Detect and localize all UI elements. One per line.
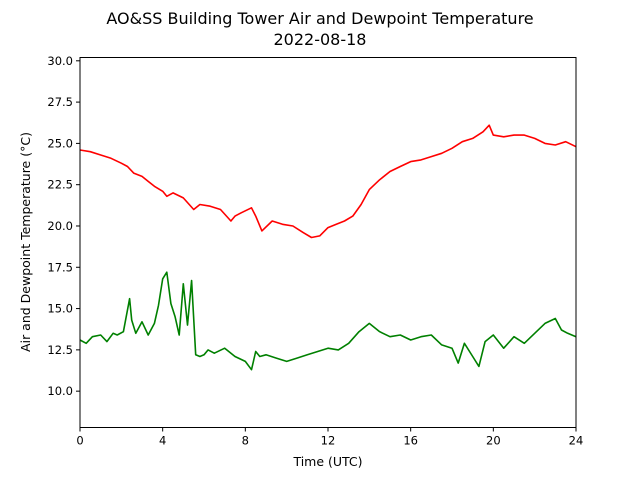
x-tick-label: 24 [569, 434, 584, 448]
y-tick-label: 27.5 [47, 95, 73, 109]
x-tick-label: 4 [159, 434, 166, 448]
chart-title: AO&SS Building Tower Air and Dewpoint Te… [106, 9, 533, 28]
x-tick-label: 20 [486, 434, 501, 448]
y-tick-label: 30.0 [47, 54, 73, 68]
y-tick-label: 22.5 [47, 178, 73, 192]
x-tick-label: 0 [76, 434, 83, 448]
y-tick-label: 10.0 [47, 384, 73, 398]
y-axis: 10.0 12.5 15.0 17.5 20.0 22.5 25.0 27.5 30.0 [47, 54, 80, 398]
x-tick-label: 12 [321, 434, 336, 448]
y-tick-label: 25.0 [47, 136, 73, 150]
series-layer [79, 124, 577, 371]
y-axis-label: Air and Dewpoint Temperature (°C) [18, 132, 33, 352]
x-tick-label: 16 [403, 434, 418, 448]
x-axis-label: Time (UTC) [292, 454, 362, 469]
y-tick-label: 20.0 [47, 219, 73, 233]
plot-frame [79, 57, 577, 428]
series-line-2 [79, 271, 577, 371]
series-line-1 [79, 124, 577, 239]
y-tick-label: 17.5 [47, 260, 73, 274]
chart-subtitle: 2022-08-18 [274, 30, 367, 49]
y-tick-label: 12.5 [47, 343, 73, 357]
x-axis: 0 4 8 12 16 20 24 [76, 427, 584, 448]
x-tick-label: 8 [242, 434, 249, 448]
y-tick-label: 15.0 [47, 302, 73, 316]
